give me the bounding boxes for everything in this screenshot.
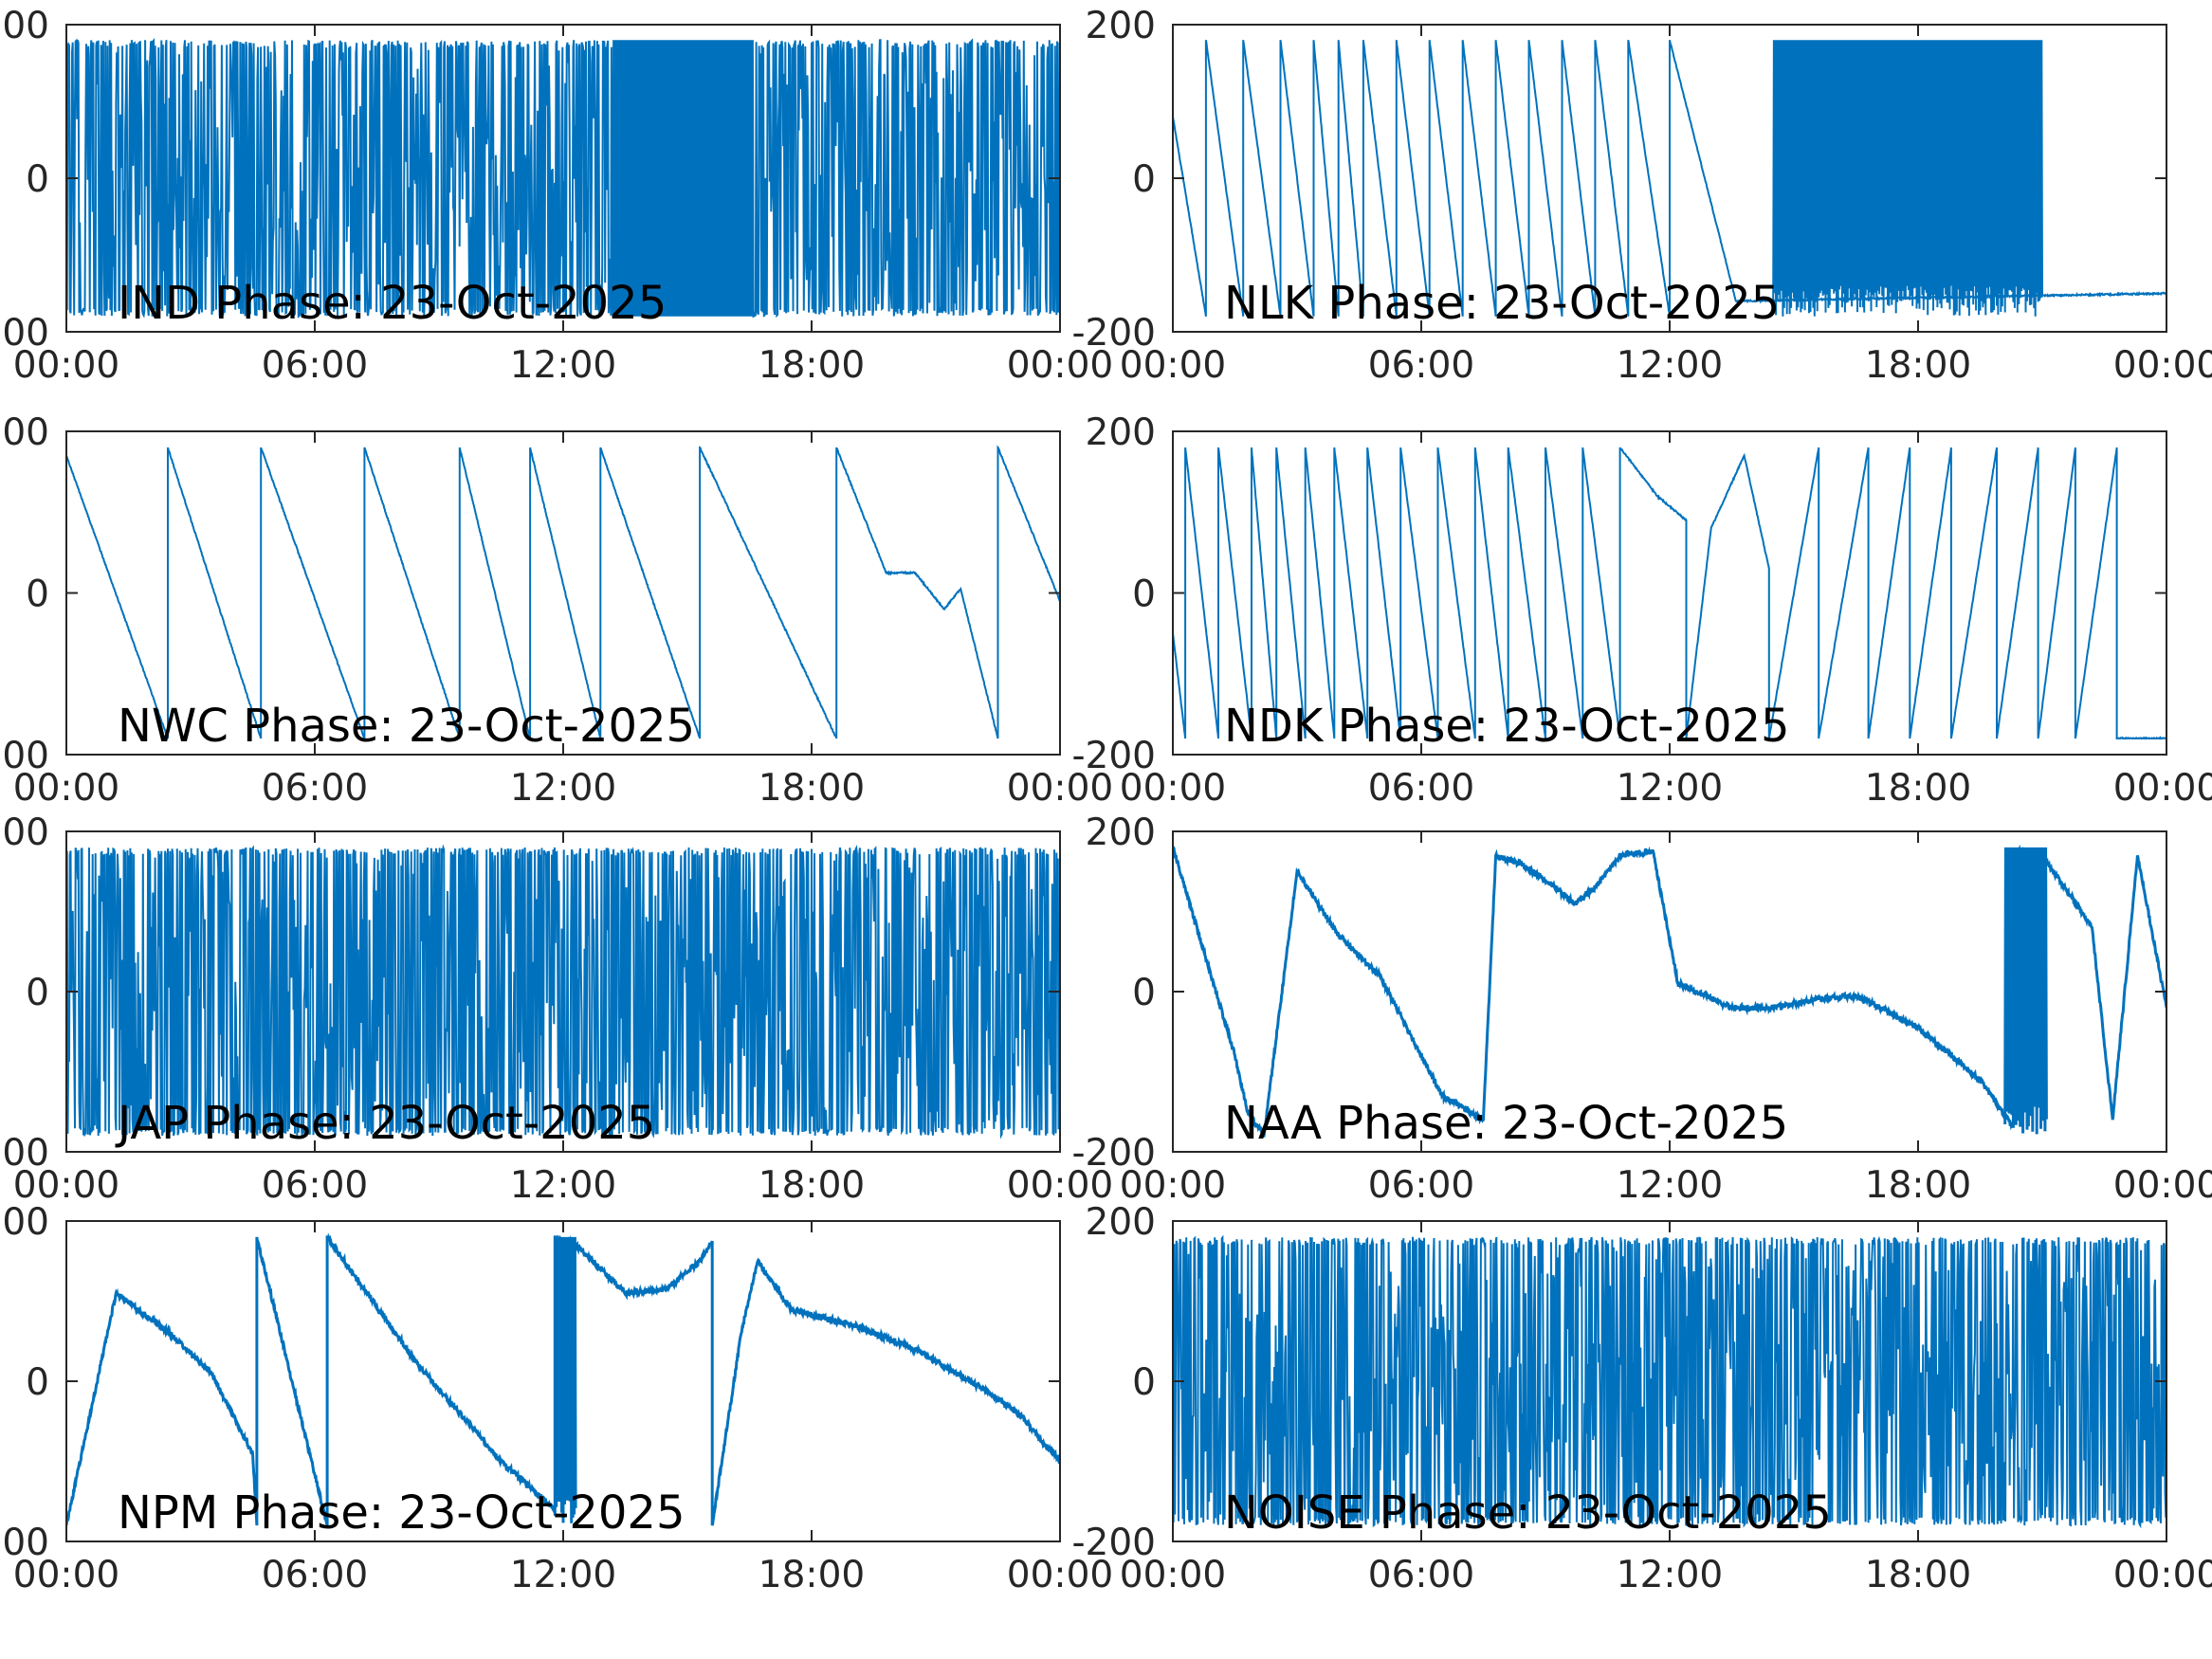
- x-tick-label: 18:00: [1865, 344, 1971, 387]
- x-tick-label: 00:00: [13, 1164, 119, 1207]
- x-tick-label: 06:00: [262, 344, 368, 387]
- y-tick-label: 200: [1086, 411, 1156, 454]
- x-tick-label: 00:00: [2113, 1554, 2212, 1596]
- x-tick-label: 00:00: [1120, 767, 1226, 810]
- x-tick-label: 00:00: [13, 767, 119, 810]
- x-tick-label: 18:00: [759, 344, 865, 387]
- x-tick-label: 12:00: [1617, 1554, 1723, 1596]
- subplot-title: IND Phase: 23-Oct-2025: [118, 277, 667, 330]
- subplot-title: NDK Phase: 23-Oct-2025: [1224, 700, 1790, 753]
- y-tick-label: 200: [0, 411, 49, 454]
- x-tick-label: 06:00: [1368, 344, 1474, 387]
- x-tick-label: 00:00: [1120, 344, 1226, 387]
- x-tick-label: 06:00: [262, 767, 368, 810]
- y-tick-label: -200: [1071, 1132, 1156, 1175]
- subplot-title: NOISE Phase: 23-Oct-2025: [1224, 1486, 1832, 1540]
- y-tick-label: -200: [1071, 735, 1156, 777]
- y-tick-label: -200: [1071, 1522, 1156, 1564]
- y-tick-label: 0: [1132, 972, 1156, 1014]
- x-tick-label: 00:00: [2113, 767, 2212, 810]
- y-tick-label: 200: [0, 1201, 49, 1244]
- x-tick-label: 00:00: [1007, 1554, 1113, 1596]
- y-tick-label: 0: [26, 1361, 49, 1404]
- x-tick-label: 06:00: [1368, 1554, 1474, 1596]
- subplot-title: NWC Phase: 23-Oct-2025: [118, 700, 695, 753]
- y-tick-label: 0: [1132, 574, 1156, 616]
- y-tick-label: 0: [26, 972, 49, 1014]
- x-tick-label: 00:00: [13, 344, 119, 387]
- x-tick-label: 06:00: [1368, 767, 1474, 810]
- series-line-3: [66, 445, 1060, 739]
- subplot-title: NAA Phase: 23-Oct-2025: [1224, 1097, 1788, 1150]
- series-line-7: [66, 1232, 1060, 1526]
- y-tick-label: 200: [1086, 811, 1156, 854]
- y-tick-label: -200: [0, 312, 49, 355]
- series-line-5: [66, 844, 1060, 1139]
- x-tick-label: 12:00: [510, 344, 616, 387]
- y-tick-label: -200: [0, 1132, 49, 1175]
- series-line-8: [1173, 1234, 2166, 1529]
- y-tick-label: -200: [0, 735, 49, 777]
- series-line-2: [1173, 39, 2166, 317]
- x-tick-label: 00:00: [1120, 1554, 1226, 1596]
- x-tick-label: 12:00: [1617, 344, 1723, 387]
- y-tick-label: 0: [26, 574, 49, 616]
- x-tick-label: 18:00: [759, 1554, 865, 1596]
- y-tick-label: 0: [1132, 1361, 1156, 1404]
- x-tick-label: 06:00: [262, 1554, 368, 1596]
- subplot-title: JAP Phase: 23-Oct-2025: [115, 1097, 655, 1150]
- subplot-title: NPM Phase: 23-Oct-2025: [118, 1486, 685, 1540]
- x-tick-label: 12:00: [1617, 1164, 1723, 1207]
- x-tick-label: 00:00: [1007, 767, 1113, 810]
- y-tick-label: 0: [26, 158, 49, 201]
- series-line-1: [66, 37, 1060, 319]
- x-tick-label: 12:00: [510, 767, 616, 810]
- x-tick-label: 12:00: [510, 1554, 616, 1596]
- series-line-4: [1173, 447, 2166, 740]
- x-tick-label: 00:00: [2113, 344, 2212, 387]
- x-tick-label: 06:00: [1368, 1164, 1474, 1207]
- x-tick-label: 00:00: [13, 1554, 119, 1596]
- x-tick-label: 06:00: [262, 1164, 368, 1207]
- x-tick-label: 00:00: [1007, 344, 1113, 387]
- x-tick-label: 18:00: [1865, 767, 1971, 810]
- x-tick-label: 18:00: [1865, 1554, 1971, 1596]
- x-tick-label: 00:00: [1120, 1164, 1226, 1207]
- y-tick-label: 200: [0, 811, 49, 854]
- x-tick-label: 18:00: [1865, 1164, 1971, 1207]
- y-tick-label: 200: [1086, 5, 1156, 47]
- y-tick-label: -200: [1071, 312, 1156, 355]
- x-tick-label: 18:00: [759, 1164, 865, 1207]
- subplot-title: NLK Phase: 23-Oct-2025: [1224, 277, 1780, 330]
- x-tick-label: 12:00: [1617, 767, 1723, 810]
- y-tick-label: -200: [0, 1522, 49, 1564]
- x-tick-label: 12:00: [510, 1164, 616, 1207]
- y-tick-label: 0: [1132, 158, 1156, 201]
- x-tick-label: 00:00: [2113, 1164, 2212, 1207]
- y-tick-label: 200: [0, 5, 49, 47]
- x-tick-label: 00:00: [1007, 1164, 1113, 1207]
- x-tick-label: 18:00: [759, 767, 865, 810]
- y-tick-label: 200: [1086, 1201, 1156, 1244]
- series-line-6: [1173, 844, 2166, 1138]
